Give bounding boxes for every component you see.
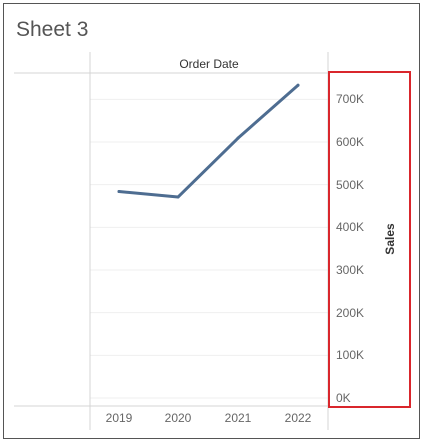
- y-tick-200K: 200K: [336, 305, 365, 320]
- data-point-2020[interactable]: [176, 195, 180, 199]
- y-tick-700K: 700K: [336, 92, 365, 107]
- y-tick-100K: 100K: [336, 348, 365, 363]
- y-axis-highlight-box: [328, 71, 411, 408]
- x-tick-2021: 2021: [224, 411, 252, 425]
- column-header-order-date: Order Date: [179, 57, 239, 71]
- data-point-2021[interactable]: [236, 136, 240, 140]
- x-tick-2022: 2022: [284, 411, 312, 425]
- x-tick-2020: 2020: [164, 411, 192, 425]
- y-tick-400K: 400K: [336, 220, 365, 235]
- worksheet-frame: [3, 3, 420, 439]
- sheet-title: Sheet 3: [16, 18, 89, 41]
- y-tick-0K: 0K: [336, 391, 351, 405]
- data-point-2019[interactable]: [117, 189, 121, 193]
- y-tick-300K: 300K: [336, 263, 365, 277]
- x-tick-2019: 2019: [105, 411, 133, 425]
- y-tick-600K: 600K: [336, 135, 365, 149]
- sales-line[interactable]: [117, 83, 300, 199]
- data-point-2022[interactable]: [296, 83, 300, 87]
- y-tick-500K: 500K: [336, 177, 365, 192]
